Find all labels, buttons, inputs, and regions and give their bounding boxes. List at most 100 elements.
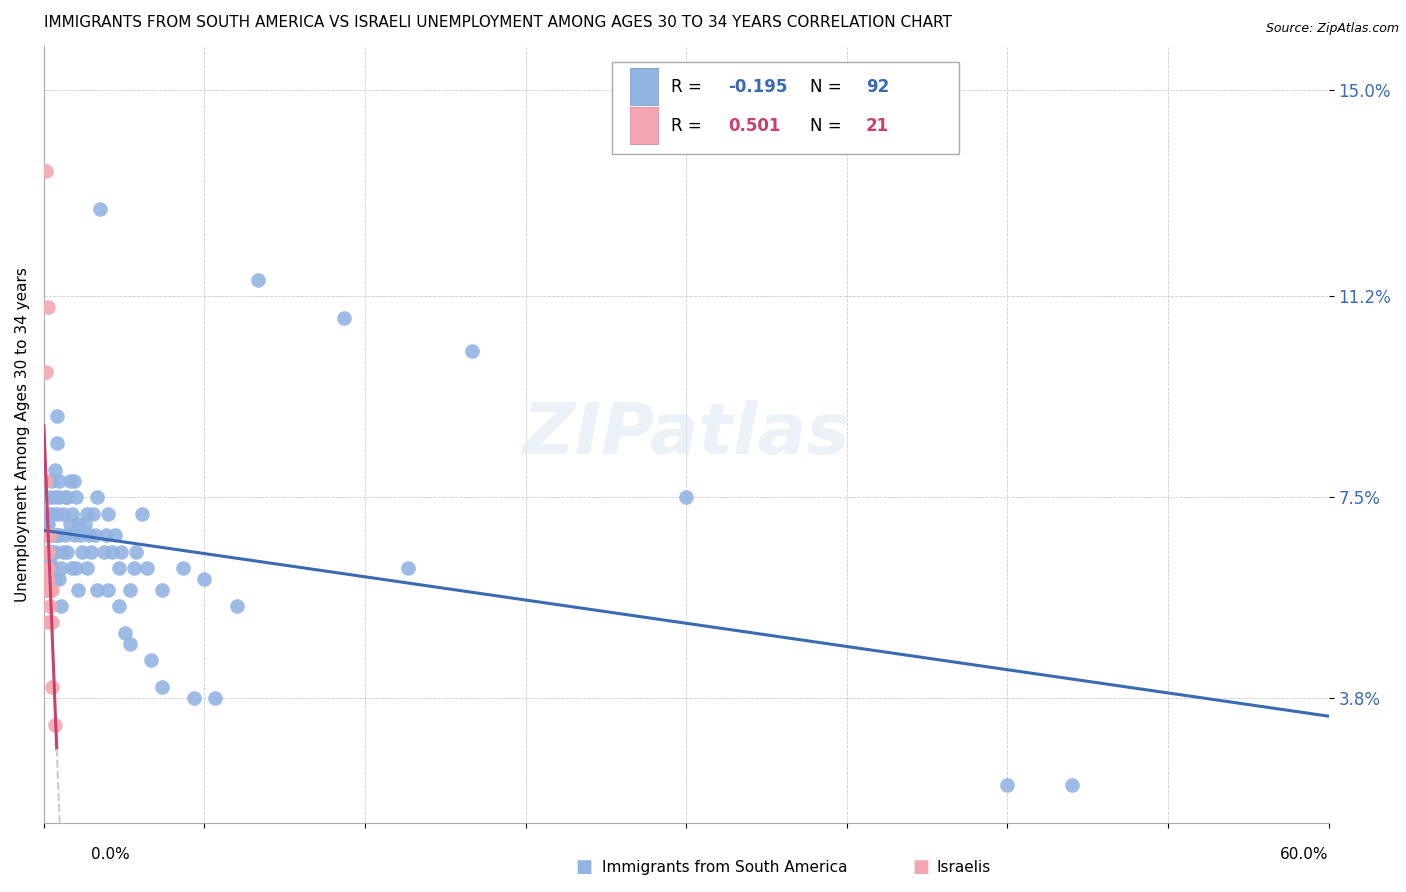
Text: IMMIGRANTS FROM SOUTH AMERICA VS ISRAELI UNEMPLOYMENT AMONG AGES 30 TO 34 YEARS : IMMIGRANTS FROM SOUTH AMERICA VS ISRAELI… xyxy=(44,15,952,30)
Point xyxy=(118,637,141,651)
Point xyxy=(39,555,62,569)
Point xyxy=(41,544,63,558)
Point xyxy=(114,626,136,640)
Point xyxy=(37,544,59,558)
Point xyxy=(80,544,103,558)
Point xyxy=(995,778,1018,792)
Point xyxy=(41,474,63,488)
Point xyxy=(37,582,59,597)
Text: Immigrants from South America: Immigrants from South America xyxy=(602,860,848,874)
Point xyxy=(35,582,58,597)
Point xyxy=(44,528,66,542)
Text: Israelis: Israelis xyxy=(936,860,991,874)
Point xyxy=(37,300,59,314)
Point xyxy=(89,202,111,217)
Point xyxy=(118,582,141,597)
Point xyxy=(63,474,86,488)
Point xyxy=(48,490,70,504)
Text: ZIPatlas: ZIPatlas xyxy=(523,401,849,469)
Point xyxy=(101,544,124,558)
Point xyxy=(49,599,72,613)
Text: ■: ■ xyxy=(912,858,929,876)
Point xyxy=(246,273,269,287)
Point xyxy=(53,528,76,542)
Point xyxy=(37,572,59,586)
Point xyxy=(44,718,66,732)
Point xyxy=(332,310,354,325)
Point xyxy=(41,681,63,695)
Point xyxy=(122,561,145,575)
Point xyxy=(72,544,94,558)
Point xyxy=(52,507,75,521)
Point xyxy=(44,490,66,504)
Text: R =: R = xyxy=(671,117,707,135)
Point xyxy=(65,490,87,504)
Point xyxy=(37,615,59,629)
Point xyxy=(39,582,62,597)
Point xyxy=(84,528,107,542)
Point xyxy=(183,691,205,706)
Point xyxy=(110,544,132,558)
Point xyxy=(39,582,62,597)
Point xyxy=(108,561,131,575)
Point xyxy=(35,365,58,379)
Point xyxy=(86,490,108,504)
Text: 60.0%: 60.0% xyxy=(1281,847,1329,862)
Point xyxy=(67,517,90,532)
Point xyxy=(45,507,67,521)
Point xyxy=(103,528,125,542)
Point xyxy=(35,528,58,542)
Point xyxy=(39,561,62,575)
Point xyxy=(125,544,148,558)
Point xyxy=(37,555,59,569)
Point xyxy=(37,507,59,521)
Bar xyxy=(630,68,658,105)
Point xyxy=(35,528,58,542)
Point xyxy=(35,164,58,178)
Point xyxy=(44,572,66,586)
Point xyxy=(39,528,62,542)
Text: 21: 21 xyxy=(866,117,889,135)
Point xyxy=(193,572,215,586)
Point xyxy=(76,561,98,575)
Point xyxy=(135,561,157,575)
Point xyxy=(1060,778,1083,792)
Point xyxy=(37,582,59,597)
Point xyxy=(39,544,62,558)
Point xyxy=(108,599,131,613)
Point xyxy=(39,490,62,504)
Text: N =: N = xyxy=(810,78,846,95)
Point xyxy=(41,615,63,629)
Point xyxy=(53,490,76,504)
Text: R =: R = xyxy=(671,78,707,95)
Point xyxy=(67,582,90,597)
Point xyxy=(396,561,419,575)
Point xyxy=(48,572,70,586)
Point xyxy=(45,528,67,542)
Point xyxy=(82,507,104,521)
Point xyxy=(131,507,153,521)
Point xyxy=(35,561,58,575)
Point xyxy=(35,474,58,488)
Text: 92: 92 xyxy=(866,78,890,95)
Point xyxy=(39,599,62,613)
Point xyxy=(93,544,115,558)
Point xyxy=(41,507,63,521)
Point xyxy=(150,681,173,695)
Point xyxy=(139,653,162,667)
Text: 0.0%: 0.0% xyxy=(91,847,131,862)
Point xyxy=(49,561,72,575)
Point xyxy=(35,517,58,532)
Text: 0.501: 0.501 xyxy=(728,117,780,135)
Point xyxy=(60,507,83,521)
Point xyxy=(44,463,66,477)
Point xyxy=(58,474,80,488)
Point xyxy=(73,517,96,532)
Point xyxy=(35,544,58,558)
Point xyxy=(60,561,83,575)
Text: -0.195: -0.195 xyxy=(728,78,787,95)
FancyBboxPatch shape xyxy=(612,62,959,153)
Point xyxy=(675,490,697,504)
Point xyxy=(97,582,120,597)
Bar xyxy=(630,107,658,145)
